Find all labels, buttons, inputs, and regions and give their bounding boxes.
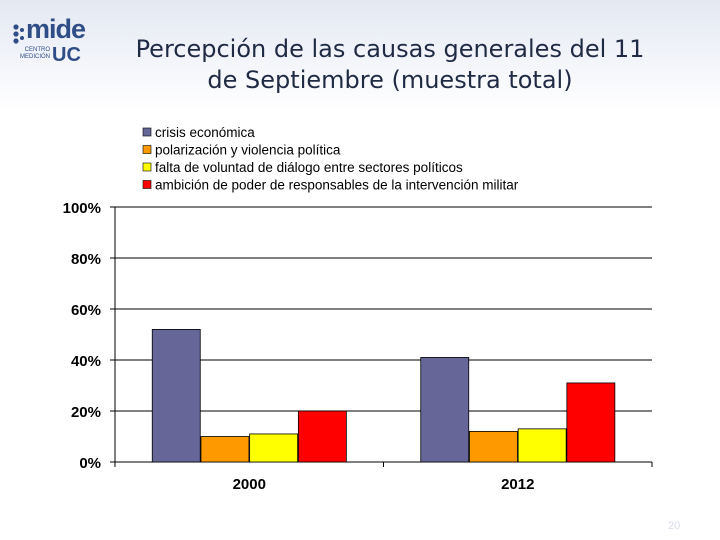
- logo-uc: UC: [52, 44, 81, 66]
- bar: [151, 328, 201, 463]
- legend-swatch: [142, 162, 152, 172]
- bar: [469, 430, 518, 463]
- bar: [297, 410, 347, 463]
- x-tick-label: 2000: [233, 476, 266, 493]
- y-tick-label: 80%: [71, 251, 101, 268]
- bar: [420, 357, 470, 463]
- legend-swatch: [142, 127, 152, 137]
- logo-word: mide: [26, 14, 86, 44]
- bar: [249, 433, 299, 463]
- y-tick-label: 40%: [71, 353, 101, 370]
- legend-label: polarización y violencia política: [155, 143, 341, 158]
- y-tick-label: 100%: [63, 200, 101, 217]
- x-tick-label: 2012: [501, 476, 534, 493]
- bar: [566, 382, 616, 463]
- legend-label: falta de voluntad de diálogo entre secto…: [155, 160, 463, 175]
- legend-label: ambición de poder de responsables de la …: [155, 178, 519, 193]
- header-band: [0, 0, 720, 112]
- y-tick-label: 60%: [71, 302, 101, 319]
- y-tick-label: 0%: [79, 455, 101, 472]
- logo-subtitle: CENTRO MEDICIÓN: [20, 47, 50, 60]
- bar: [517, 428, 567, 463]
- legend-swatch: [142, 180, 152, 189]
- mide-uc-logo: mide CENTRO MEDICIÓN UC: [8, 14, 86, 66]
- logo-dots-icon: [13, 24, 24, 44]
- slide-title: Percepción de las causas generales del 1…: [135, 35, 645, 94]
- page-number: 20: [668, 520, 681, 532]
- legend-swatch: [142, 145, 152, 154]
- legend-label: crisis económica: [155, 125, 255, 140]
- y-tick-label: 20%: [71, 404, 101, 421]
- bar: [200, 436, 250, 463]
